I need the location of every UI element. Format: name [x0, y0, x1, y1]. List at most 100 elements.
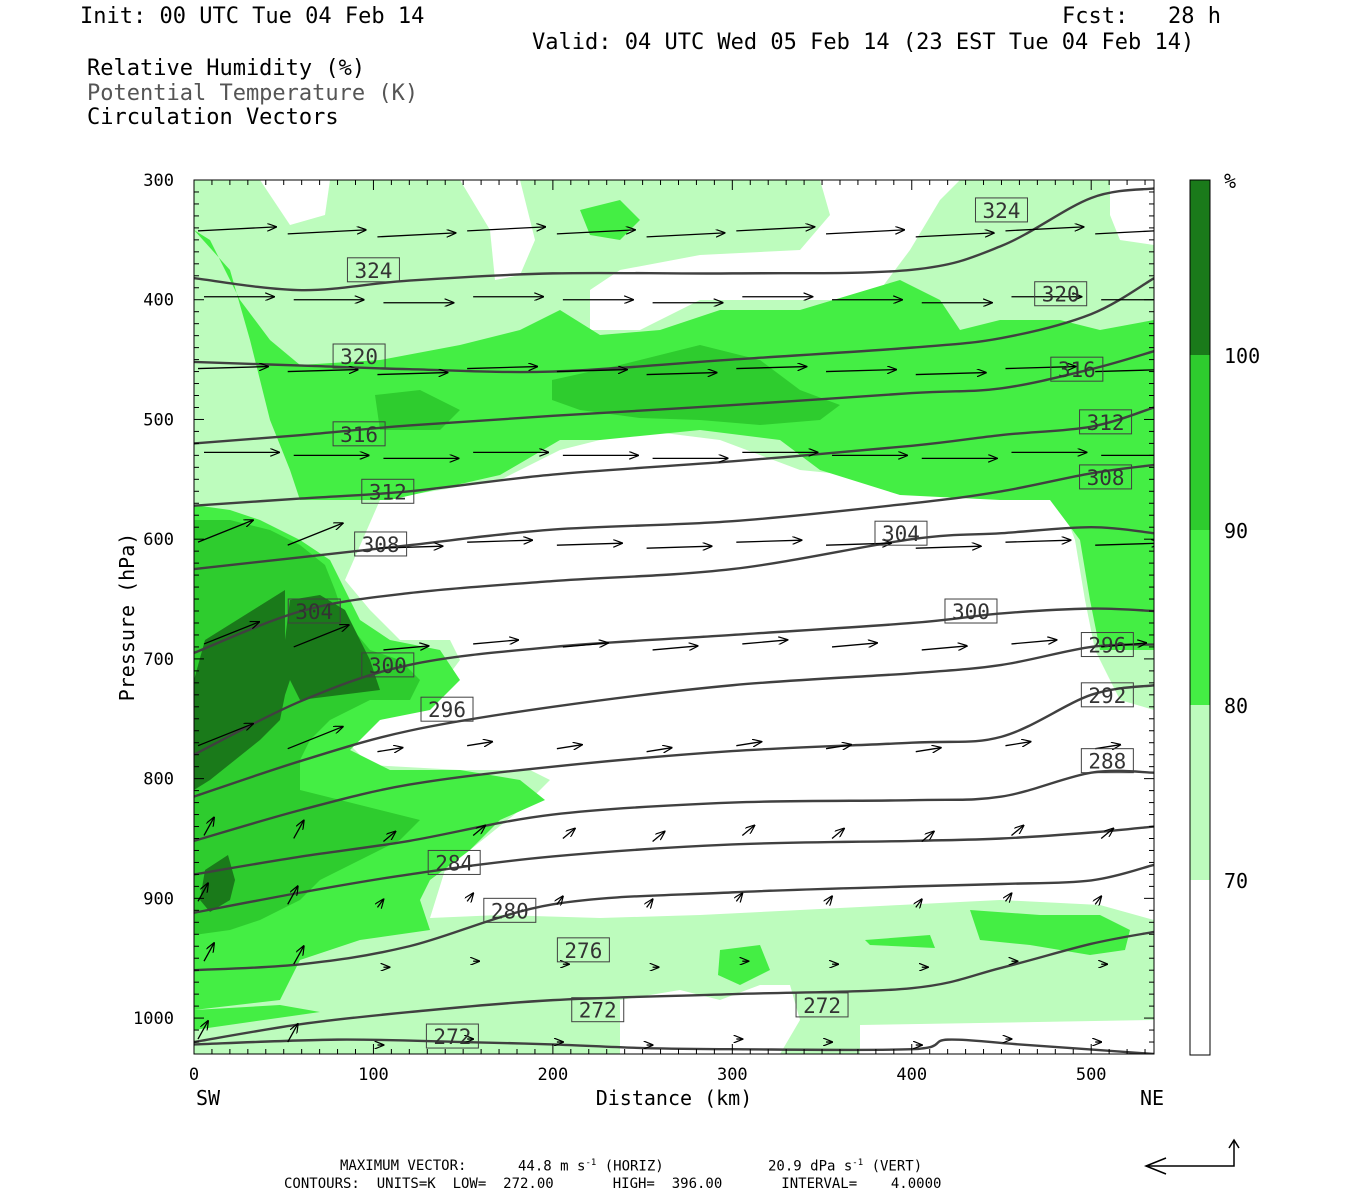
- circulation-vector: [1095, 745, 1120, 749]
- x-tick-label: 200: [538, 1065, 569, 1085]
- circulation-vector: [556, 230, 635, 235]
- circulation-vector: [826, 230, 904, 235]
- circulation-vector: [293, 820, 304, 839]
- contour-info: CONTOURS: UNITS=K LOW= 272.00 HIGH= 396.…: [284, 1176, 942, 1192]
- svg-text:300: 300: [369, 654, 407, 678]
- y-tick-label: 500: [143, 410, 174, 430]
- svg-text:296: 296: [428, 698, 466, 722]
- circulation-vector: [473, 640, 518, 644]
- theta-contour-280: [194, 863, 1154, 972]
- y-tick-label: 1000: [133, 1009, 174, 1029]
- circulation-vector: [287, 1024, 298, 1043]
- circulation-vector: [915, 748, 941, 752]
- colorbar-label-90: 90: [1224, 519, 1248, 543]
- circulation-vector: [916, 899, 922, 907]
- circulation-vector: [197, 1021, 208, 1040]
- circulation-vector: [646, 233, 725, 238]
- theta-label-300: 300: [944, 598, 998, 624]
- circulation-vector: [915, 233, 994, 238]
- theta-label-280: 280: [483, 897, 537, 923]
- theta-contour-312: [194, 406, 1154, 507]
- reference-vector-icon: [1143, 1138, 1240, 1175]
- colorbar-band-100: [1190, 180, 1210, 355]
- theta-contour-304: [194, 526, 1154, 655]
- svg-text:312: 312: [369, 480, 407, 504]
- circulation-vector: [556, 370, 627, 372]
- theta-label-272: 272: [571, 997, 625, 1023]
- colorbar-band-80: [1190, 530, 1210, 705]
- theta-contour-296: [194, 643, 1154, 798]
- theta-contour-292: [194, 684, 1154, 843]
- circulation-vector: [1005, 893, 1011, 901]
- svg-text:288: 288: [1088, 750, 1126, 774]
- circulation-vector: [646, 748, 672, 752]
- theta-label-292: 292: [1080, 682, 1134, 708]
- max-vector-horiz: 44.8 m s-1 (HORIZ): [518, 1158, 664, 1175]
- svg-text:324: 324: [354, 259, 392, 283]
- circulation-vectors: [197, 227, 1154, 1045]
- theta-label-324: 324: [346, 257, 400, 283]
- theta-label-308: 308: [1079, 464, 1133, 490]
- colorbar-label-80: 80: [1224, 694, 1248, 718]
- colorbar: % 100 90 80 70: [1189, 169, 1260, 1056]
- theta-label-320: 320: [1034, 281, 1088, 307]
- circulation-vector: [915, 373, 986, 375]
- circulation-vector: [467, 367, 537, 369]
- svg-text:280: 280: [491, 899, 529, 923]
- circulation-vector: [736, 540, 801, 542]
- circulation-vector: [203, 943, 214, 962]
- theta-label-316: 316: [1050, 356, 1104, 382]
- theta-label-296: 296: [420, 696, 474, 722]
- svg-text:308: 308: [362, 533, 400, 557]
- circulation-vector: [1005, 540, 1070, 542]
- circulation-vector: [556, 745, 582, 749]
- circulation-vector: [1011, 640, 1056, 644]
- theta-label-304: 304: [874, 520, 928, 546]
- circulation-vector: [826, 543, 891, 545]
- circulation-vector: [287, 230, 366, 235]
- humidity-fill: [194, 180, 1154, 1054]
- circulation-vector: [197, 227, 276, 232]
- circulation-vector: [652, 831, 665, 842]
- y-axis-title: Pressure (hPa): [115, 533, 139, 702]
- circulation-vector: [1095, 230, 1154, 235]
- colorbar-label-70: 70: [1224, 869, 1248, 893]
- svg-text:276: 276: [564, 939, 602, 963]
- theta-contour-320: [194, 277, 1154, 374]
- svg-text:300: 300: [952, 600, 990, 624]
- x-tick-label: 0: [189, 1065, 199, 1085]
- axis-tick-labels: 0 100 200 300 400 500 300 400 500 600 700 800 900 100…: [133, 171, 1107, 1085]
- init-time: Init: 00 UTC Tue 04 Feb 14: [80, 4, 425, 29]
- circulation-vector: [197, 724, 253, 747]
- circulation-vector: [736, 367, 806, 369]
- theta-label-296: 296: [1080, 632, 1134, 658]
- x-tick-label: 500: [1076, 1065, 1107, 1085]
- y-tick-label: 600: [143, 530, 174, 550]
- y-tick-label: 800: [143, 770, 174, 790]
- legend-theta: Potential Temperature (K): [87, 81, 419, 106]
- circulation-vector: [1101, 643, 1146, 647]
- svg-text:304: 304: [295, 600, 333, 624]
- circulation-vector: [203, 817, 214, 836]
- theta-contour-288: [194, 769, 1154, 876]
- circulation-vector: [472, 825, 485, 836]
- theta-label-300: 300: [361, 652, 415, 678]
- circulation-vector: [197, 367, 268, 369]
- theta-label-316: 316: [332, 421, 386, 447]
- legend-rh: Relative Humidity (%): [87, 56, 366, 81]
- circulation-vector: [647, 899, 653, 907]
- colorbar-label-100: 100: [1224, 344, 1260, 368]
- theta-contour-284: [194, 825, 1154, 914]
- theta-label-288: 288: [1080, 748, 1134, 774]
- x-axis-title: Distance (km): [596, 1086, 753, 1110]
- circulation-vector: [197, 520, 253, 543]
- theta-label-272: 272: [795, 992, 849, 1018]
- svg-text:272: 272: [803, 994, 841, 1018]
- svg-text:308: 308: [1087, 466, 1125, 490]
- circulation-vector: [646, 546, 712, 548]
- theta-label-272: 272: [425, 1023, 479, 1049]
- svg-text:312: 312: [1087, 411, 1125, 435]
- circulation-vector: [377, 233, 455, 238]
- svg-text:292: 292: [1088, 684, 1126, 708]
- theta-label-312: 312: [1079, 409, 1133, 435]
